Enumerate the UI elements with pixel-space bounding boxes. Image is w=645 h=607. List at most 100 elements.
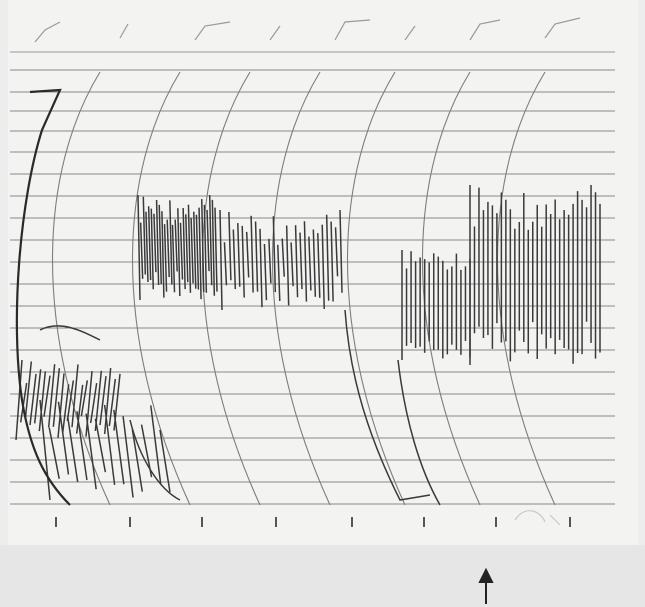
trace-stroke [223, 242, 228, 286]
trace-stroke [38, 371, 47, 432]
trace-stroke [179, 222, 184, 280]
trace-stroke [185, 214, 189, 283]
trace-stroke [290, 242, 294, 287]
trace-stroke [52, 368, 61, 427]
trace-stroke [155, 199, 160, 285]
trace-stroke [108, 378, 117, 427]
trace-stroke [147, 206, 152, 281]
trace-stroke [263, 243, 268, 301]
trace-stroke [250, 215, 254, 293]
trace-stroke [195, 214, 200, 290]
trace-descender [39, 325, 101, 341]
trace-stroke [66, 416, 79, 483]
trace-stroke [169, 200, 173, 285]
trace-stroke [187, 204, 192, 293]
trace-stroke [71, 364, 79, 428]
trace-stroke [48, 427, 60, 479]
trace-stroke [103, 404, 116, 486]
trace-stroke [142, 196, 147, 275]
trace-stroke [299, 232, 303, 290]
trace-stroke [80, 380, 89, 417]
trace-descender [344, 309, 431, 501]
trace-stroke [294, 225, 299, 298]
trace-stroke [321, 224, 325, 310]
curved-time-line [346, 71, 406, 506]
trace-stroke [330, 221, 334, 302]
trace-stroke [85, 370, 93, 437]
trace-stroke [29, 373, 37, 426]
trace-stroke [325, 214, 330, 301]
trace-stroke [33, 369, 42, 424]
trace-stroke [150, 208, 155, 290]
curved-time-line [131, 71, 191, 506]
trace-stroke [159, 429, 171, 493]
pen-arm-outline [15, 88, 71, 506]
trace-stroke [303, 221, 308, 302]
trace-stroke [89, 383, 98, 424]
trace-stroke [163, 224, 168, 292]
trace-stroke [137, 194, 141, 301]
trace-stroke [15, 359, 23, 441]
trace-stroke [285, 225, 290, 306]
trace-stroke [312, 229, 317, 297]
trace-stroke [145, 211, 149, 283]
trace-stroke [99, 376, 107, 426]
trace-stroke [317, 233, 321, 298]
trace-stroke [61, 384, 70, 434]
trace-stroke [57, 401, 70, 475]
trace-stroke [166, 219, 170, 278]
trace-stroke [171, 224, 176, 293]
top-tick-row [34, 17, 581, 43]
trace-stroke [57, 373, 65, 439]
trace-stroke [85, 413, 97, 490]
trace-stroke [75, 384, 84, 434]
trace-stroke [219, 209, 223, 311]
curved-time-line [421, 71, 481, 506]
trace-stroke [122, 416, 134, 498]
trace-stroke [277, 244, 281, 301]
trace-stroke [203, 204, 208, 293]
faint-scribble [514, 510, 561, 526]
trace-stroke [131, 429, 144, 492]
up-arrow-icon [478, 567, 494, 604]
trace-stroke [94, 418, 107, 473]
trace-stroke [113, 409, 125, 485]
trace-stroke [24, 361, 33, 419]
trace-stroke [211, 199, 216, 296]
trace-stroke [76, 411, 88, 481]
trace-stroke [308, 236, 312, 291]
trace-descender [397, 359, 441, 506]
trace-stroke [150, 405, 162, 485]
trace-stroke [208, 194, 213, 286]
bottom-tick-marks [55, 517, 571, 527]
trace-stroke [200, 199, 205, 293]
trace-stroke [228, 211, 232, 281]
trace-stroke [281, 238, 285, 277]
trace-stroke [139, 222, 144, 279]
trace-stroke [334, 227, 339, 277]
trace-stroke [19, 382, 28, 423]
trace-stroke [47, 364, 56, 428]
ink-trace [15, 185, 601, 506]
curved-time-line [271, 71, 331, 506]
trace-stroke [182, 208, 186, 290]
trace-stroke [153, 213, 157, 273]
trace-stroke [103, 367, 112, 435]
trace-stroke [66, 380, 75, 421]
trace-stroke [39, 399, 51, 501]
trace-stroke [214, 207, 218, 292]
bottom-margin [0, 545, 645, 607]
trace-descender [129, 419, 181, 501]
trace-stroke [161, 211, 165, 298]
trace-stroke [193, 211, 197, 289]
trace-stroke [190, 217, 194, 284]
trace-stroke [245, 231, 250, 278]
trace-stroke [272, 216, 277, 293]
trace-stroke [259, 228, 263, 308]
trace-stroke [158, 204, 162, 285]
trace-stroke [206, 209, 210, 272]
trace-stroke [43, 375, 51, 417]
trace-stroke [232, 229, 237, 290]
